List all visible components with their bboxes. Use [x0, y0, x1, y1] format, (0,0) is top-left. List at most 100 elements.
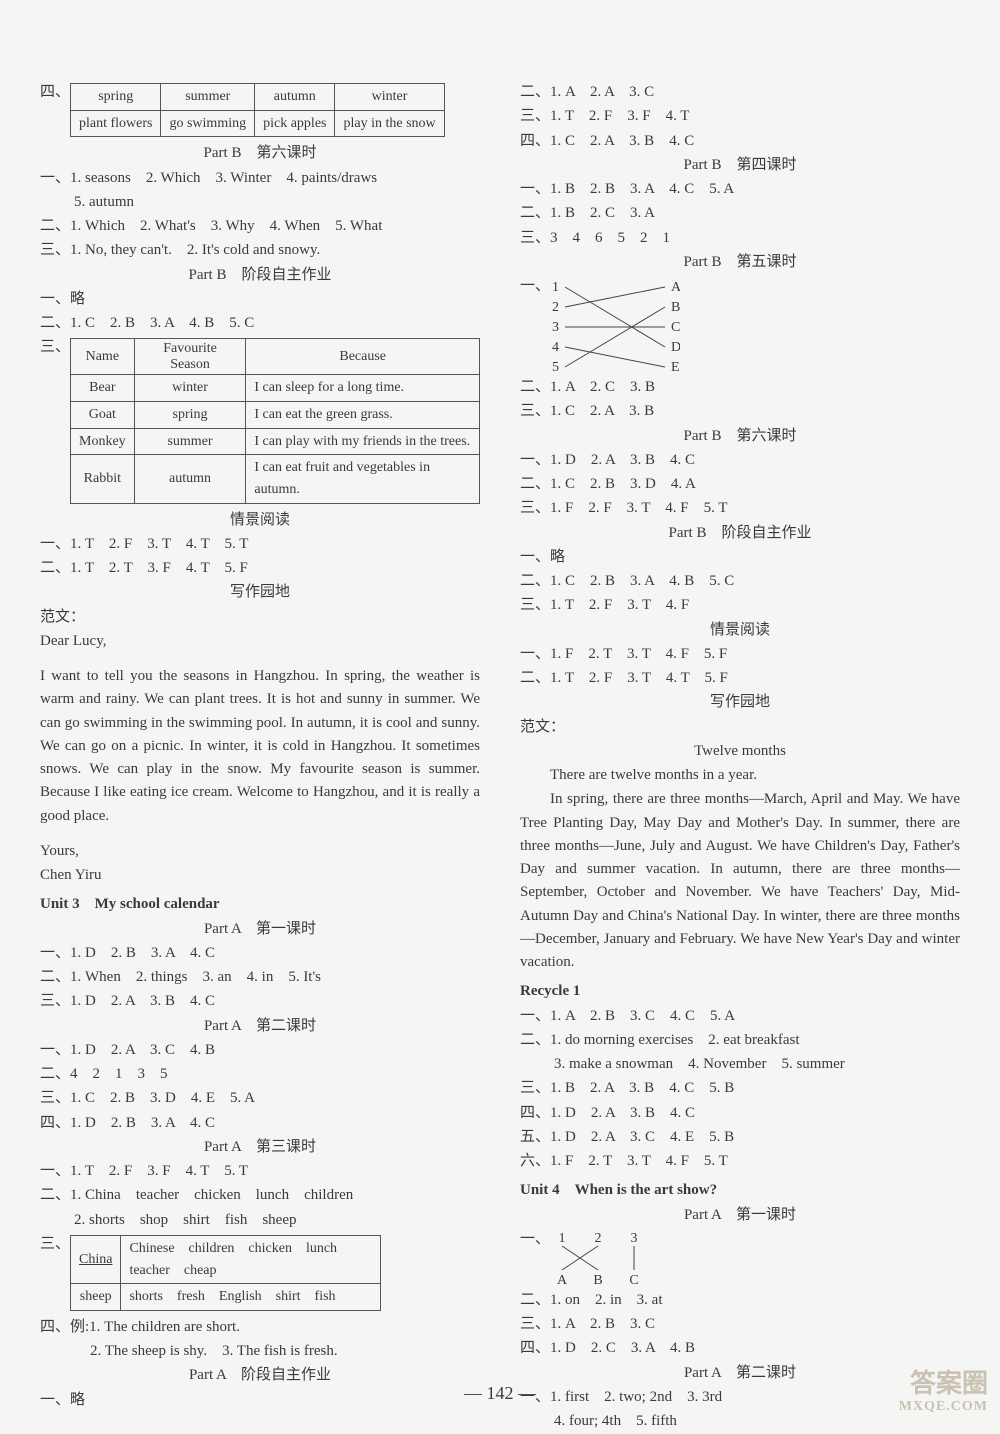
answer-line: 二、1. C 2. B 3. A 4. B 5. C [520, 570, 960, 593]
heading: Part B 阶段自主作业 [40, 264, 480, 287]
cross1-label: 一、 [520, 275, 550, 375]
answer-line: 三、1. A 2. B 3. C [520, 1313, 960, 1336]
heading: Part B 阶段自主作业 [520, 522, 960, 545]
answer-line: 3. make a snowman 4. November 5. summer [520, 1053, 960, 1076]
cell: shorts fresh English shirt fish [121, 1284, 381, 1311]
unit-title: Unit 3 My school calendar [40, 893, 480, 916]
answer-line: 5. autumn [40, 191, 480, 214]
heading: Part A 第二课时 [520, 1362, 960, 1385]
answer-line: 二、1. China teacher chicken lunch childre… [40, 1184, 480, 1207]
table3-label: 三、 [40, 1233, 70, 1256]
svg-text:C: C [671, 320, 680, 335]
svg-text:2: 2 [552, 300, 559, 315]
sound-table: China Chinese children chicken lunch tea… [70, 1235, 381, 1311]
cell: autumn [255, 84, 335, 111]
svg-text:3: 3 [552, 320, 559, 335]
cross2-label: 一、 [520, 1228, 550, 1288]
answer-line: 一、略 [40, 288, 480, 311]
svg-text:A: A [557, 1273, 568, 1288]
cell: winter [335, 84, 444, 111]
table-row: Name Favourite Season Because [71, 339, 480, 375]
table-row: plant flowers go swimming pick apples pl… [71, 110, 445, 137]
svg-text:E: E [671, 360, 680, 375]
cross1-wrap: 一、 1 A 2 B 3 C 4 D 5 E [520, 275, 960, 375]
svg-text:4: 4 [552, 340, 559, 355]
answer-line: 一、1. T 2. F 3. T 4. T 5. T [40, 533, 480, 556]
heading: Part A 第三课时 [40, 1136, 480, 1159]
svg-text:B: B [593, 1273, 602, 1288]
unit-title: Unit 4 When is the art show? [520, 1179, 960, 1202]
essay-body: In spring, there are three months—March,… [520, 788, 960, 974]
answer-line: 三、1. No, they can't. 2. It's cold and sn… [40, 239, 480, 262]
essay-body: I want to tell you the seasons in Hangzh… [40, 665, 480, 828]
cell: pick apples [255, 110, 335, 137]
answer-line: 六、1. F 2. T 3. T 4. F 5. T [520, 1150, 960, 1173]
table-row: China Chinese children chicken lunch tea… [71, 1235, 381, 1283]
watermark-text: 答案圈 [910, 1369, 988, 1398]
label: 范文： [40, 606, 480, 629]
answer-line: 2. The sheep is shy. 3. The fish is fres… [40, 1340, 480, 1363]
cell: Favourite Season [134, 339, 246, 375]
salutation: Dear Lucy, [40, 630, 480, 653]
answer-line: 四、1. D 2. C 3. A 4. B [520, 1337, 960, 1360]
svg-text:1: 1 [552, 280, 559, 295]
cell: winter [134, 375, 246, 402]
answer-line: 三、1. T 2. F 3. F 4. T [520, 105, 960, 128]
table3-wrap: 三、 China Chinese children chicken lunch … [40, 1233, 480, 1315]
heading: 情景阅读 [520, 619, 960, 642]
cell: play in the snow [335, 110, 444, 137]
svg-text:5: 5 [552, 360, 559, 375]
table2-wrap: 三、 Name Favourite Season Because Bear wi… [40, 336, 480, 507]
cell: spring [71, 84, 161, 111]
heading: Part B 第六课时 [40, 142, 480, 165]
fav-season-table: Name Favourite Season Because Bear winte… [70, 338, 480, 503]
svg-text:C: C [629, 1273, 638, 1288]
answer-line: 三、1. C 2. A 3. B [520, 400, 960, 423]
cell: Bear [71, 375, 135, 402]
answer-line: 二、1. T 2. T 3. F 4. T 5. F [40, 557, 480, 580]
answer-line: 二、1. C 2. B 3. A 4. B 5. C [40, 312, 480, 335]
signature: Chen Yiru [40, 864, 480, 887]
answer-line: 三、3 4 6 5 2 1 [520, 227, 960, 250]
table-row: Goat spring I can eat the green grass. [71, 401, 480, 428]
cell: Monkey [71, 428, 135, 455]
table1-wrap: 四、 spring summer autumn winter plant flo… [40, 81, 480, 141]
seasons-table: spring summer autumn winter plant flower… [70, 83, 445, 137]
heading: 写作园地 [520, 691, 960, 714]
cell: Name [71, 339, 135, 375]
cell: spring [134, 401, 246, 428]
svg-text:2: 2 [595, 1231, 602, 1246]
heading: Part A 第一课时 [40, 918, 480, 941]
table-row: spring summer autumn winter [71, 84, 445, 111]
cell: I can eat fruit and vegetables in autumn… [246, 455, 480, 503]
cell: summer [161, 84, 255, 111]
svg-text:B: B [671, 300, 680, 315]
cross2-wrap: 一、 1A2B3C [520, 1228, 960, 1288]
heading: Part B 第六课时 [520, 425, 960, 448]
matching-diagram: 1 A 2 B 3 C 4 D 5 E [550, 275, 680, 375]
page-columns: 四、 spring summer autumn winter plant flo… [40, 80, 960, 1434]
right-column: 二、1. A 2. A 3. C 三、1. T 2. F 3. F 4. T 四… [520, 80, 960, 1434]
answer-line: 2. shorts shop shirt fish sheep [40, 1209, 480, 1232]
svg-text:3: 3 [631, 1231, 638, 1246]
label: 范文： [520, 716, 960, 739]
table1-label: 四、 [40, 81, 70, 104]
answer-line: 四、1. D 2. B 3. A 4. C [40, 1112, 480, 1135]
cell: I can play with my friends in the trees. [246, 428, 480, 455]
answer-line: 一、1. D 2. A 3. B 4. C [520, 449, 960, 472]
answer-line: 一、1. T 2. F 3. F 4. T 5. T [40, 1160, 480, 1183]
table-row: Rabbit autumn I can eat fruit and vegeta… [71, 455, 480, 503]
answer-line: 四、例:1. The children are short. [40, 1316, 480, 1339]
answer-line: 四、1. C 2. A 3. B 4. C [520, 130, 960, 153]
answer-line: 一、1. A 2. B 3. C 4. C 5. A [520, 1005, 960, 1028]
table-row: Bear winter I can sleep for a long time. [71, 375, 480, 402]
svg-text:A: A [671, 280, 680, 295]
table-row: sheep shorts fresh English shirt fish [71, 1284, 381, 1311]
cell: plant flowers [71, 110, 161, 137]
cell: I can sleep for a long time. [246, 375, 480, 402]
heading: Part B 第四课时 [520, 154, 960, 177]
closing: Yours, [40, 840, 480, 863]
svg-text:D: D [671, 340, 680, 355]
answer-line: 二、1. C 2. B 3. D 4. A [520, 473, 960, 496]
cell: I can eat the green grass. [246, 401, 480, 428]
